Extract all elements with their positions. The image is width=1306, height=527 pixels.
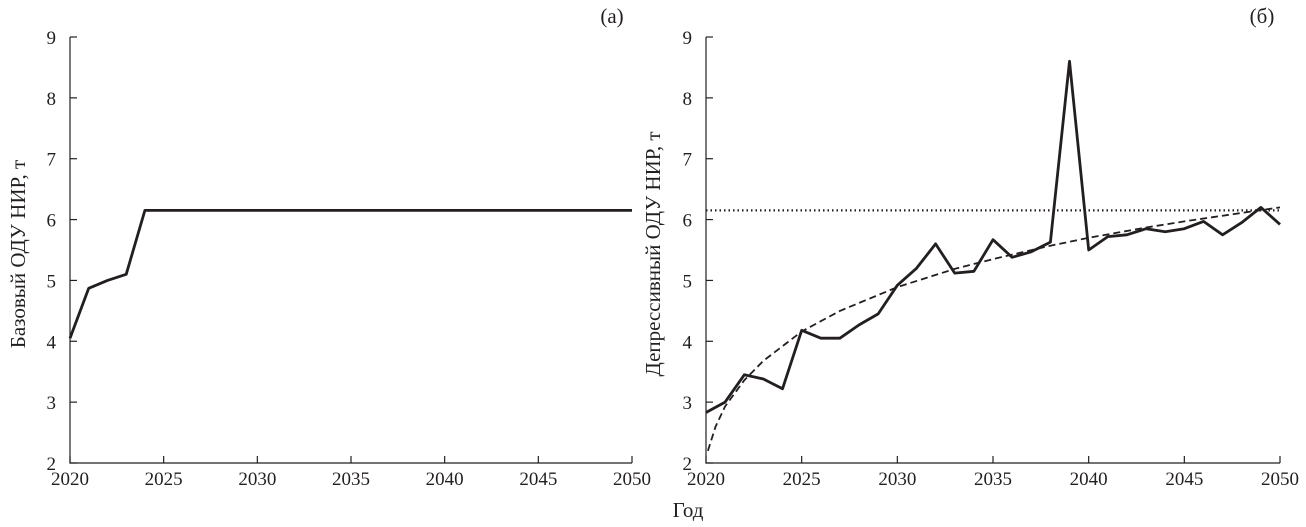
x-tick-label: 2035 bbox=[974, 469, 1012, 490]
y-tick-label: 6 bbox=[683, 211, 693, 232]
x-tick-label: 2020 bbox=[51, 469, 89, 490]
y-tick-label: 5 bbox=[47, 271, 57, 292]
series-line-solid bbox=[705, 59, 1281, 414]
panel-label: (б) bbox=[1250, 4, 1275, 28]
x-tick-label: 2020 bbox=[687, 469, 725, 490]
x-tick-label: 2040 bbox=[1070, 469, 1108, 490]
y-tick-label: 9 bbox=[47, 28, 57, 49]
panel-a: 2 3 4 5 6 7 8 9 2020 2025 2030 2035 2040 2045 2050 Базо… bbox=[6, 4, 651, 490]
y-tick-label: 5 bbox=[683, 271, 693, 292]
y-tick-label: 7 bbox=[683, 150, 693, 171]
x-tick-label: 2045 bbox=[519, 469, 557, 490]
y-tick-label: 4 bbox=[683, 332, 693, 353]
y-tick-label: 8 bbox=[47, 89, 57, 110]
y-tick-label: 3 bbox=[683, 393, 693, 414]
y-axis-title: Депрессивный ОДУ НИР, т bbox=[641, 132, 665, 377]
x-tick-label: 2040 bbox=[426, 469, 464, 490]
y-tick-label: 2 bbox=[47, 454, 57, 475]
axis-spines bbox=[705, 37, 1280, 464]
y-tick-label: 3 bbox=[47, 393, 57, 414]
x-tick-label: 2050 bbox=[1261, 469, 1299, 490]
x-tick-label: 2050 bbox=[613, 469, 651, 490]
y-tick-label: 2 bbox=[683, 454, 693, 475]
x-tick-label: 2025 bbox=[783, 469, 821, 490]
y-tick-label: 7 bbox=[47, 150, 57, 171]
y-tick-label: 4 bbox=[47, 332, 57, 353]
x-tick-label: 2030 bbox=[878, 469, 916, 490]
series-line-solid bbox=[68, 208, 632, 339]
x-tick-label: 2045 bbox=[1165, 469, 1203, 490]
y-axis-title: Базовый ОДУ НИР, т bbox=[6, 160, 30, 348]
panel-label: (а) bbox=[600, 4, 623, 28]
series-line-dashed bbox=[707, 206, 1281, 452]
x-tick-label: 2030 bbox=[238, 469, 276, 490]
panel-b: 2 3 4 5 6 7 8 9 2020 2025 2030 2035 2040 2045 2050 Депр… bbox=[641, 4, 1299, 490]
x-tick-label: 2035 bbox=[332, 469, 370, 490]
axis-spines bbox=[69, 37, 632, 464]
x-axis-title: Год bbox=[673, 498, 704, 522]
y-tick-label: 9 bbox=[683, 28, 693, 49]
y-tick-label: 6 bbox=[47, 211, 57, 232]
y-tick-label: 8 bbox=[683, 89, 693, 110]
x-tick-label: 2025 bbox=[145, 469, 183, 490]
